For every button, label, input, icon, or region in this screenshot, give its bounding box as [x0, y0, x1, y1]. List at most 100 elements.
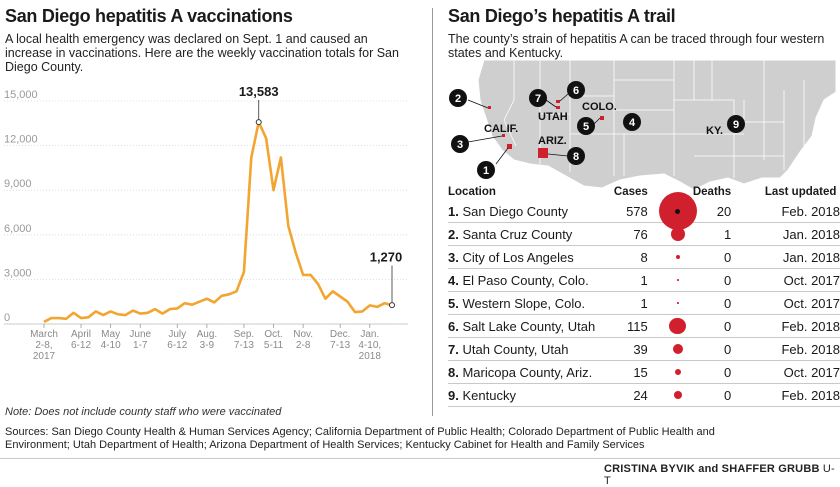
case-bubble [675, 254, 680, 260]
location-cell: 6. Salt Lake County, Utah [448, 314, 610, 338]
bubble-cell [647, 360, 693, 384]
svg-text:1: 1 [483, 165, 489, 177]
cases-cell: 8 [609, 245, 648, 269]
case-bubble [673, 391, 682, 399]
chart-subtitle: A local health emergency was declared on… [5, 32, 399, 74]
location-name: San Diego County [462, 203, 568, 219]
label-ky: KY. [706, 125, 723, 137]
case-bubble [669, 317, 687, 335]
row-number: 1. [448, 203, 463, 219]
label-ariz: ARIZ. [538, 135, 567, 147]
bubble-cell [647, 245, 693, 269]
annotation-point [255, 119, 262, 126]
label-calif: CALIF. [484, 123, 518, 135]
marker-area-1 [507, 144, 512, 149]
bubble-cell [647, 291, 693, 315]
header-deaths: Deaths [692, 186, 732, 198]
svg-text:3: 3 [457, 139, 463, 151]
x-tick-label: Nov. 2-8 [293, 329, 313, 351]
row-number: 7. [448, 341, 463, 357]
case-bubble [674, 368, 681, 376]
table-row: 5. Western Slope, Colo. 1 0 Oct. 2017 [448, 291, 840, 315]
vaccination-line [43, 120, 393, 323]
chart-note: Note: Does not include county staff who … [5, 406, 282, 418]
table-row: 6. Salt Lake County, Utah 115 0 Feb. 2018 [448, 314, 840, 338]
location-name: El Paso County, Colo. [462, 272, 589, 288]
table-row: 4. El Paso County, Colo. 1 0 Oct. 2017 [448, 268, 840, 292]
table-row: 1. San Diego County 578 20 Feb. 2018 [448, 192, 840, 230]
marker-1: 1 [477, 147, 509, 179]
svg-text:2: 2 [455, 93, 461, 105]
marker-2: 2 [449, 89, 489, 109]
table-row: 2. Santa Cruz County 76 1 Jan. 2018 [448, 222, 840, 246]
case-bubble [670, 227, 685, 241]
marker-3: 3 [451, 135, 503, 153]
case-bubble [658, 192, 697, 230]
bubble-cell [647, 383, 693, 407]
table-row: 3. City of Los Angeles 8 0 Jan. 2018 [448, 245, 840, 269]
x-tick-label: Sep. 7-13 [234, 329, 255, 351]
svg-text:8: 8 [573, 151, 579, 163]
table-row: 7. Utah County, Utah 39 0 Feb. 2018 [448, 337, 840, 361]
deaths-cell: 20 [692, 200, 732, 223]
cases-cell: 115 [609, 314, 648, 338]
marker-area-5 [600, 116, 604, 120]
y-tick-label: 0 [4, 312, 10, 324]
annotation-label: 13,583 [239, 84, 279, 99]
row-number: 6. [448, 318, 463, 334]
location-cell: 3. City of Los Angeles [448, 245, 610, 269]
row-number: 4. [448, 272, 463, 288]
svg-text:6: 6 [573, 85, 579, 97]
deaths-cell: 0 [692, 337, 732, 361]
cases-cell: 24 [609, 383, 648, 407]
case-bubble [672, 344, 683, 354]
location-name: Santa Cruz County [462, 226, 573, 242]
marker-9: 9 [727, 115, 745, 133]
location-cell: 5. Western Slope, Colo. [448, 291, 610, 315]
panel-divider [432, 8, 433, 416]
location-cell: 4. El Paso County, Colo. [448, 268, 610, 292]
table-row: 8. Maricopa County, Ariz. 15 0 Oct. 2017 [448, 360, 840, 384]
updated-cell: Oct. 2017 [731, 268, 840, 292]
updated-cell: Jan. 2018 [731, 222, 840, 246]
location-name: Kentucky [462, 387, 516, 403]
row-number: 9. [448, 387, 463, 403]
y-tick-label: 15,000 [4, 89, 38, 101]
location-cell: 1. San Diego County [448, 200, 610, 223]
x-tick-label: July 6-12 [167, 329, 187, 351]
x-tick-label: June 1-7 [129, 329, 151, 351]
cases-cell: 76 [609, 222, 648, 246]
row-number: 2. [448, 226, 463, 242]
marker-7: 7 [529, 89, 557, 108]
location-cell: 7. Utah County, Utah [448, 337, 610, 361]
deaths-cell: 0 [692, 268, 732, 292]
updated-cell: Feb. 2018 [731, 200, 840, 223]
location-name: Western Slope, Colo. [462, 295, 586, 311]
series-line [43, 120, 393, 323]
header-updated: Last updated [764, 186, 837, 198]
row-number: 5. [448, 295, 463, 311]
deaths-cell: 1 [692, 222, 732, 246]
location-name: City of Los Angeles [462, 249, 574, 265]
updated-cell: Jan. 2018 [731, 245, 840, 269]
deaths-cell: 0 [692, 314, 732, 338]
marker-4: 4 [623, 113, 641, 131]
cases-cell: 1 [609, 291, 648, 315]
location-cell: 9. Kentucky [448, 383, 610, 407]
cases-table: Location Cases Deaths Last updated 1. Sa… [448, 186, 840, 407]
bubble-cell [647, 314, 693, 338]
updated-cell: Oct. 2017 [731, 360, 840, 384]
svg-text:9: 9 [733, 119, 739, 131]
row-number: 8. [448, 364, 463, 380]
marker-area-2 [488, 106, 491, 109]
label-utah: UTAH [538, 111, 568, 123]
footer-rule [0, 458, 840, 459]
deaths-cell: 0 [692, 360, 732, 384]
map-landmass [477, 60, 836, 190]
bubble-cell [647, 337, 693, 361]
updated-cell: Feb. 2018 [731, 337, 840, 361]
header-location: Location [448, 186, 496, 198]
header-cases: Cases [613, 186, 648, 198]
updated-cell: Oct. 2017 [731, 291, 840, 315]
location-cell: 2. Santa Cruz County [448, 222, 610, 246]
